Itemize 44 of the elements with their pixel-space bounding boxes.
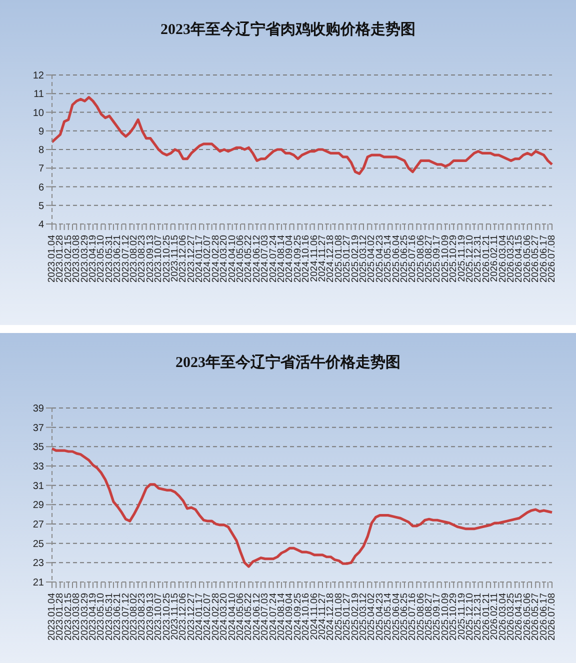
y-tick-label: 12 [32,70,44,82]
line-series [50,96,554,176]
x-tick-label: 2025.01.27 [342,593,353,641]
x-tick-label: 2024.07.03 [260,593,271,641]
y-tick-label: 6 [38,182,44,194]
x-tick-label: 2023.01.04 [46,235,58,283]
x-tick-label: 2025.03.12 [358,593,369,641]
y-tick-label: 11 [34,89,44,100]
y-tick-label: 23 [32,558,44,570]
x-tick-label: 2023.01.04 [46,593,58,641]
y-tick-label: 35 [32,442,44,454]
y-tick-label: 9 [38,126,44,138]
x-tick-label: 2023.08.02 [128,593,140,641]
y-tick-label: 7 [38,164,44,175]
y-tick-label: 27 [32,520,44,531]
x-tick-label: 2023.08.02 [128,235,140,283]
x-tick-label: 2026.07.08 [546,235,558,283]
x-tick-label: 2023.11.15 [169,235,180,282]
y-tick-label: 21 [32,578,44,589]
x-tick-label: 2025.04.23 [374,593,386,641]
line-series [50,447,554,568]
y-tick-label: 10 [32,108,44,119]
y-tick-label: 25 [32,538,44,550]
y-tick-label: 29 [32,500,44,512]
x-tick-label: 2023.12.27 [186,593,197,641]
x-tick-label: 2023.02.15 [62,593,74,641]
x-tick-label: 2023.04.19 [87,235,98,283]
y-tick-label: 8 [38,145,44,156]
y-tick-label: 33 [32,462,44,473]
x-tick-label: 2025.03.12 [358,235,369,283]
y-tick-label: 39 [32,404,44,415]
x-tick-label: 2023.02.15 [62,235,74,283]
x-tick-label: 2023.04.19 [87,593,98,641]
y-tick-label: 37 [32,422,44,434]
x-tick-label: 2023.12.27 [186,235,197,283]
y-tick-label: 31 [32,480,44,492]
y-tick-label: 4 [38,220,44,231]
chart-title: 2023年至今辽宁省活牛价格走势图 [174,353,402,372]
x-tick-label: 2025.01.27 [342,235,353,283]
x-tick-label: 2023.11.15 [169,593,180,640]
y-tick-label: 5 [38,200,44,212]
x-tick-label: 2026.07.08 [546,593,558,641]
x-tick-label: 2025.04.23 [374,235,386,283]
chart-title: 2023年至今辽宁省肉鸡收购价格走势图 [160,20,416,39]
